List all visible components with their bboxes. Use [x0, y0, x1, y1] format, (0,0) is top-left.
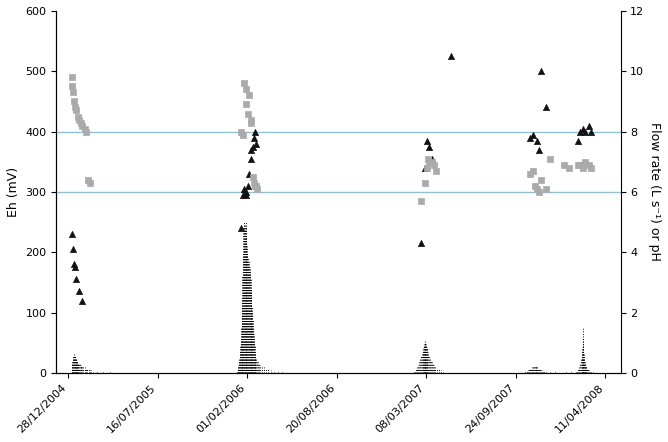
Point	[250, 183, 261, 190]
Point	[246, 116, 257, 123]
Point	[559, 161, 570, 168]
Point	[246, 146, 257, 153]
Point	[422, 164, 433, 171]
Point	[429, 161, 440, 168]
Point	[71, 107, 81, 114]
Point	[424, 143, 435, 150]
Point	[67, 83, 77, 90]
Point	[524, 134, 535, 141]
Point	[577, 164, 588, 171]
Point	[575, 161, 586, 168]
Point	[536, 68, 546, 75]
Point	[423, 155, 434, 162]
Point	[250, 183, 261, 190]
Y-axis label: Flow rate (L s⁻¹) or pH: Flow rate (L s⁻¹) or pH	[648, 122, 661, 261]
Point	[73, 288, 84, 295]
Point	[528, 167, 538, 174]
Point	[586, 128, 597, 135]
Point	[420, 164, 430, 171]
Point	[586, 164, 597, 171]
Y-axis label: Eh (mV): Eh (mV)	[7, 167, 20, 217]
Point	[422, 137, 433, 144]
Point	[238, 131, 248, 138]
Point	[575, 128, 586, 135]
Point	[416, 198, 427, 205]
Point	[67, 246, 78, 253]
Point	[77, 297, 88, 304]
Point	[524, 170, 535, 177]
Point	[240, 188, 251, 195]
Point	[563, 164, 574, 171]
Point	[83, 176, 94, 183]
Point	[248, 134, 259, 141]
Point	[244, 92, 255, 99]
Point	[239, 185, 250, 192]
Point	[247, 173, 258, 180]
Point	[67, 74, 77, 81]
Point	[528, 131, 538, 138]
Point	[532, 137, 542, 144]
Point	[75, 119, 86, 126]
Point	[532, 185, 542, 192]
Point	[238, 191, 248, 198]
Point	[81, 128, 92, 135]
Point	[534, 146, 544, 153]
Point	[545, 155, 556, 162]
Point	[431, 167, 442, 174]
Point	[79, 125, 90, 132]
Point	[68, 89, 79, 96]
Point	[577, 125, 588, 132]
Point	[67, 231, 77, 238]
Point	[572, 161, 583, 168]
Point	[250, 140, 261, 147]
Point	[245, 119, 256, 126]
Point	[420, 179, 430, 187]
Point	[77, 122, 88, 129]
Point	[251, 185, 262, 192]
Point	[250, 128, 261, 135]
Point	[69, 104, 80, 111]
Point	[236, 128, 246, 135]
Point	[242, 110, 253, 117]
Point	[71, 276, 81, 283]
Point	[240, 86, 251, 93]
Point	[541, 185, 552, 192]
Point	[85, 179, 96, 187]
Point	[69, 98, 79, 105]
Point	[239, 80, 250, 87]
Point	[241, 191, 252, 198]
Point	[536, 176, 546, 183]
Point	[248, 179, 259, 187]
Point	[236, 225, 246, 232]
Point	[424, 158, 435, 165]
Point	[426, 158, 437, 165]
Point	[426, 155, 437, 162]
Point	[69, 261, 79, 268]
Point	[73, 113, 84, 120]
Point	[579, 158, 590, 165]
Point	[541, 104, 552, 111]
Point	[242, 183, 253, 190]
Point	[583, 122, 594, 129]
Point	[244, 170, 255, 177]
Point	[247, 143, 258, 150]
Point	[69, 264, 80, 271]
Point	[416, 240, 427, 247]
Point	[529, 183, 540, 190]
Point	[583, 161, 594, 168]
Point	[241, 101, 252, 108]
Point	[245, 155, 256, 162]
Point	[579, 128, 590, 135]
Point	[445, 53, 456, 60]
Point	[73, 116, 84, 123]
Point	[572, 137, 583, 144]
Point	[534, 188, 544, 195]
